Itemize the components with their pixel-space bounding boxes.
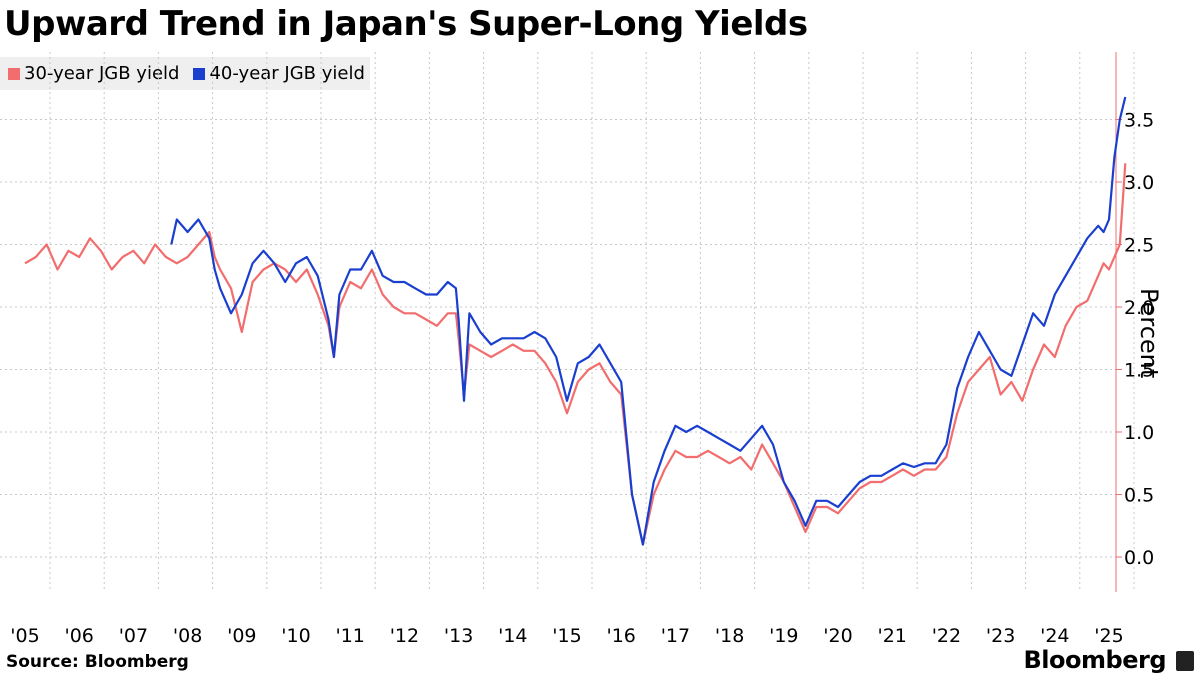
x-tick-label: '19 xyxy=(769,625,798,647)
x-tick-label: '25 xyxy=(1094,625,1123,647)
bloomberg-terminal-icon xyxy=(1176,651,1194,671)
x-tick-label: '21 xyxy=(877,625,906,647)
series-line-30-year xyxy=(24,163,1127,546)
x-tick-label: '08 xyxy=(173,625,202,647)
y-axis-label: Percent xyxy=(1135,288,1163,379)
x-tick-label: '20 xyxy=(823,625,852,647)
x-tick-label: '22 xyxy=(932,625,961,647)
chart-title: Upward Trend in Japan's Super-Long Yield… xyxy=(4,4,808,44)
y-tick-label: 1.5 xyxy=(1124,360,1154,382)
series-line-40-year xyxy=(170,96,1127,546)
y-tick-label: 1.0 xyxy=(1124,422,1154,444)
y-tick-label: 2.0 xyxy=(1124,297,1154,319)
y-tick-label: 3.0 xyxy=(1124,172,1154,194)
legend-item-40-year: 40-year JGB yield xyxy=(193,63,365,84)
y-tick-label: 0.5 xyxy=(1124,485,1154,507)
x-tick-label: '10 xyxy=(281,625,310,647)
bloomberg-logo: Bloomberg xyxy=(1023,646,1167,674)
legend-swatch-30-year xyxy=(8,67,20,80)
x-tick-label: '11 xyxy=(335,625,364,647)
y-tick-label: 3.5 xyxy=(1124,110,1154,132)
y-tick-label: 0.0 xyxy=(1124,547,1154,569)
x-tick-label: '13 xyxy=(444,625,473,647)
y-axis-label-wrap: Percent xyxy=(1135,228,1200,388)
x-tick-label: '09 xyxy=(227,625,256,647)
x-tick-label: '06 xyxy=(64,625,93,647)
x-tick-label: '24 xyxy=(1040,625,1069,647)
x-tick-label: '12 xyxy=(390,625,419,647)
chart-legend: 30-year JGB yield 40-year JGB yield xyxy=(0,57,370,90)
x-tick-label: '23 xyxy=(986,625,1015,647)
x-tick-label: '16 xyxy=(606,625,635,647)
x-tick-label: '17 xyxy=(661,625,690,647)
x-tick-label: '14 xyxy=(498,625,527,647)
series-layer xyxy=(24,96,1127,546)
legend-label-40-year: 40-year JGB yield xyxy=(209,63,365,84)
y-tick-label: 2.5 xyxy=(1124,235,1154,257)
source-note: Source: Bloomberg xyxy=(6,652,189,672)
x-tick-label: '07 xyxy=(119,625,148,647)
legend-item-30-year: 30-year JGB yield xyxy=(8,63,179,84)
x-tick-label: '05 xyxy=(10,625,39,647)
x-axis: '05 '06 '07 '08 '09 '10 '11 '12 '13 '14 '15 '16 '17 '… xyxy=(10,625,1123,647)
legend-label-30-year: 30-year JGB yield xyxy=(24,63,180,84)
grid-layer xyxy=(0,52,1135,592)
x-tick-label: '18 xyxy=(715,625,744,647)
legend-swatch-40-year xyxy=(193,67,206,80)
x-tick-label: '15 xyxy=(552,625,581,647)
